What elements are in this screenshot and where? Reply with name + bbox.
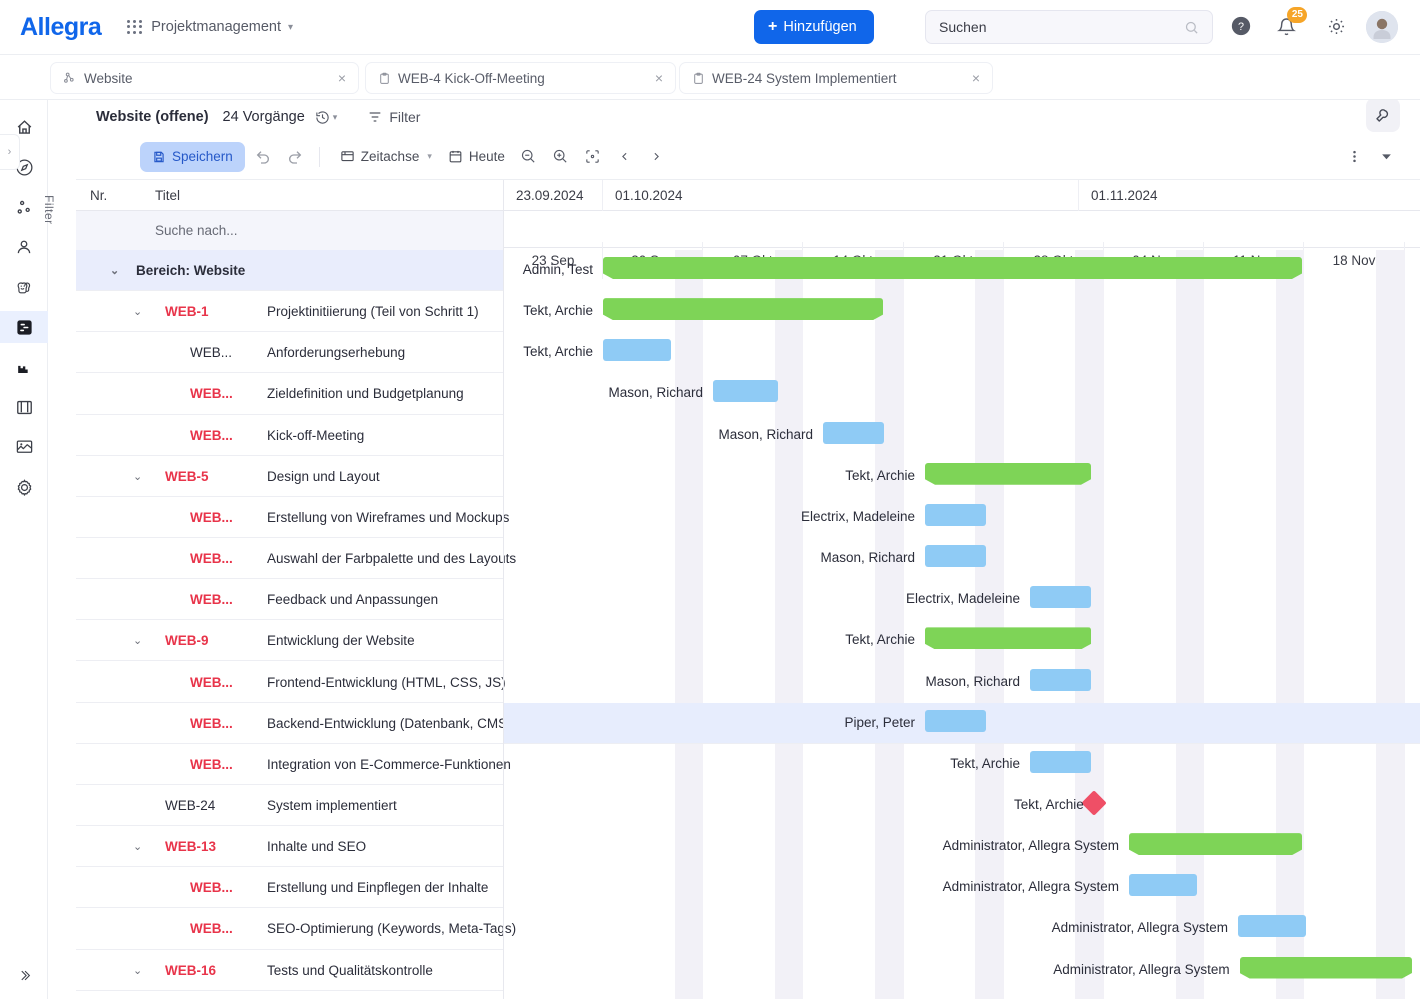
svg-text:?: ? bbox=[1238, 21, 1244, 33]
